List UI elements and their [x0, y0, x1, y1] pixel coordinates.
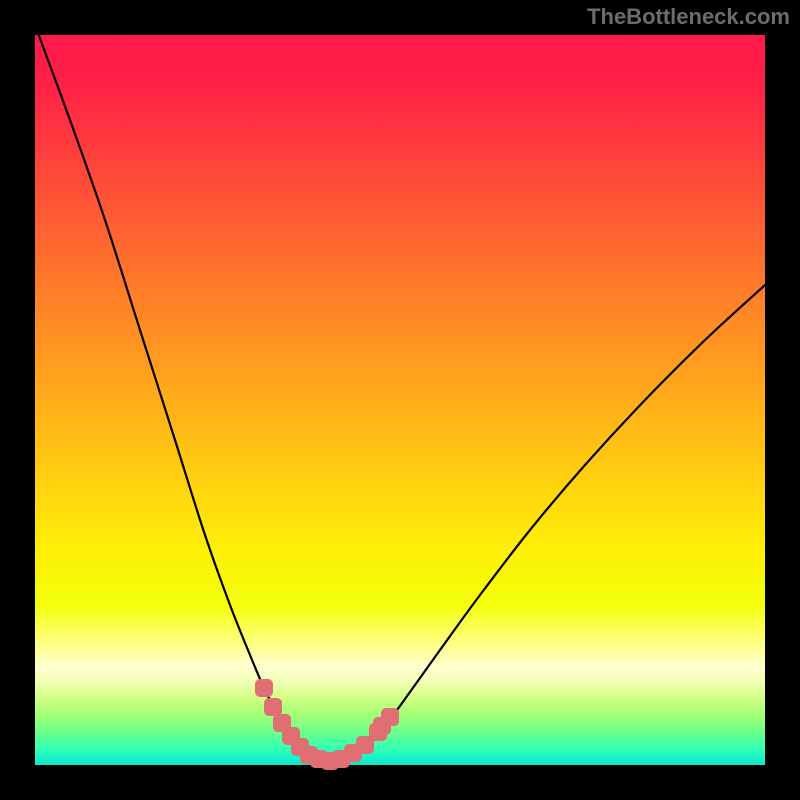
bottleneck-chart: [0, 0, 800, 800]
highlight-marker: [381, 708, 399, 726]
chart-container: [0, 0, 800, 800]
chart-background: [35, 35, 765, 765]
highlight-marker: [255, 679, 273, 697]
watermark-text: TheBottleneck.com: [587, 4, 790, 30]
highlight-marker: [264, 698, 282, 716]
